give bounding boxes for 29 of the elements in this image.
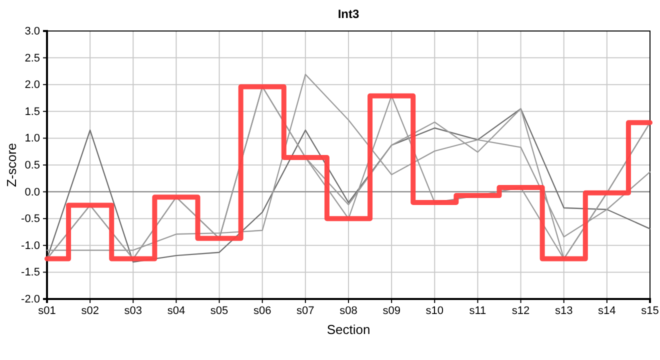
x-tick-label: s14: [598, 304, 616, 317]
y-tick-label: 1.5: [24, 106, 40, 118]
y-tick-label: -1.5: [21, 266, 40, 279]
x-tick-label: s06: [253, 304, 272, 317]
x-tick-label: s12: [512, 304, 530, 317]
x-tick-label: s05: [210, 304, 228, 317]
y-tick-label: -0.5: [21, 213, 40, 226]
x-tick-label: s01: [38, 304, 56, 317]
y-tick-label: -1.0: [21, 240, 40, 252]
y-tick-label: -2.0: [21, 294, 40, 306]
y-tick-label: 2.0: [24, 79, 40, 92]
y-axis-title: Z-score: [4, 142, 19, 188]
y-tick-label: 1.0: [24, 132, 40, 145]
x-tick-label: s15: [641, 304, 659, 317]
x-tick-label: s08: [340, 304, 358, 317]
y-tick-label: 0.0: [24, 186, 40, 198]
x-tick-label: s02: [81, 304, 99, 317]
y-tick-label: 0.5: [24, 160, 40, 172]
y-tick-label: 3.0: [24, 26, 40, 38]
x-tick-label: s07: [296, 304, 314, 317]
x-tick-label: s13: [554, 304, 573, 317]
x-tick-label: s09: [382, 304, 400, 317]
x-tick-label: s10: [426, 304, 444, 317]
x-axis-title: Section: [326, 322, 370, 337]
x-tick-label: s03: [124, 304, 142, 317]
x-tick-label: s11: [469, 304, 486, 317]
x-tick-label: s04: [167, 304, 186, 317]
y-tick-label: 2.5: [24, 52, 40, 64]
chart-title: Int3: [338, 7, 360, 21]
